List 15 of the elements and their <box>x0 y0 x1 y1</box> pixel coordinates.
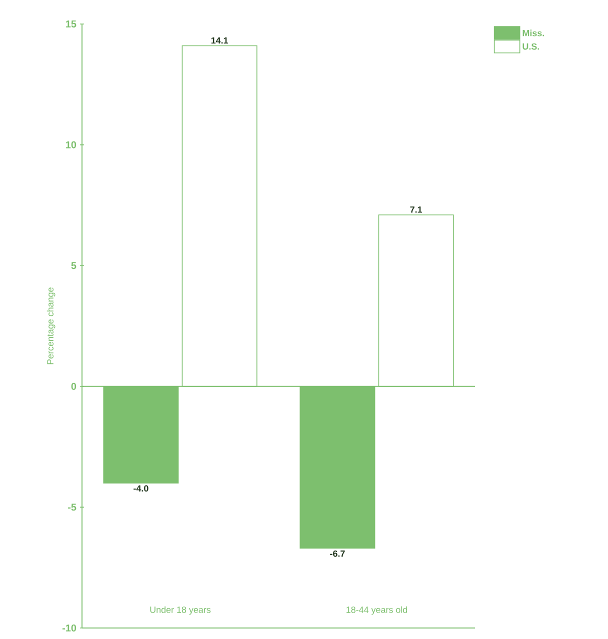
data-label: -4.0 <box>134 485 148 492</box>
y-axis-title: Percentage change <box>46 288 56 364</box>
data-label: -6.7 <box>330 550 345 557</box>
y-tick-label: 10 <box>66 141 76 148</box>
y-tick-label: 0 <box>71 382 76 390</box>
x-tick-label: 18-44 years old <box>346 606 408 615</box>
legend-label: U.S. <box>522 43 540 50</box>
y-tick-label: -5 <box>68 504 76 511</box>
y-tick-label: 15 <box>66 20 76 28</box>
data-label: 14.1 <box>211 37 228 44</box>
data-label: 7.1 <box>410 206 422 213</box>
legend-label: Miss. <box>522 30 544 36</box>
y-tick-label: -10 <box>62 624 76 632</box>
x-tick-label: Under 18 years <box>150 606 211 615</box>
y-tick-label: 5 <box>71 262 76 270</box>
